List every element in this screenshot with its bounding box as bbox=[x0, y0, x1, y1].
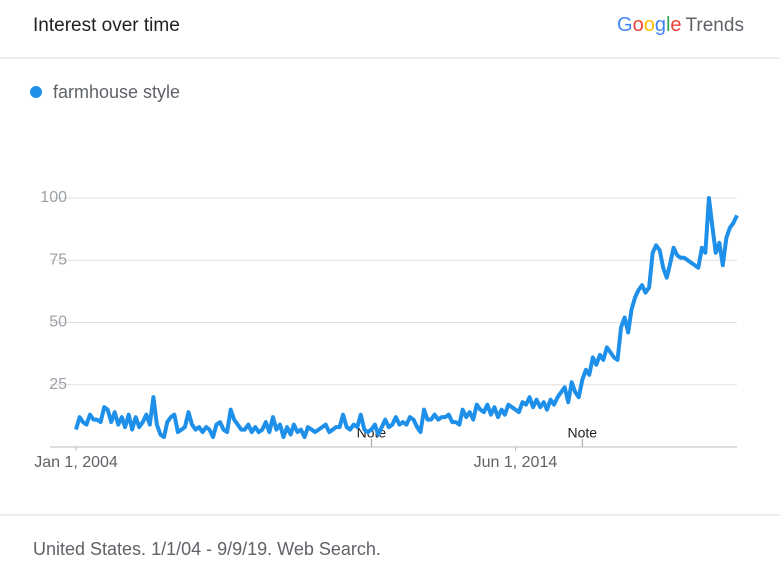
y-tick-label: 100 bbox=[40, 189, 67, 206]
trends-logo: Trends bbox=[686, 15, 744, 36]
legend-label: farmhouse style bbox=[53, 82, 180, 102]
logo-letter: G bbox=[617, 14, 633, 36]
note-label: Note bbox=[568, 425, 598, 441]
footer-text: United States. 1/1/04 - 9/9/19. Web Sear… bbox=[33, 539, 381, 559]
y-tick-label: 75 bbox=[49, 251, 67, 268]
x-tick-label: Jan 1, 2004 bbox=[34, 454, 118, 471]
y-tick-label: 25 bbox=[49, 376, 67, 393]
x-tick-label: Jun 1, 2014 bbox=[474, 454, 558, 471]
legend-marker bbox=[30, 86, 42, 98]
logo-letter: g bbox=[655, 14, 666, 36]
logo-letter: o bbox=[633, 14, 644, 36]
trend-line bbox=[74, 196, 739, 440]
y-tick-label: 50 bbox=[49, 314, 67, 331]
logo-letter: e bbox=[670, 14, 681, 36]
card-title: Interest over time bbox=[33, 15, 180, 36]
google-logo: Google bbox=[617, 14, 682, 36]
logo-letter: l bbox=[666, 14, 670, 36]
logo-letter: o bbox=[644, 14, 655, 36]
